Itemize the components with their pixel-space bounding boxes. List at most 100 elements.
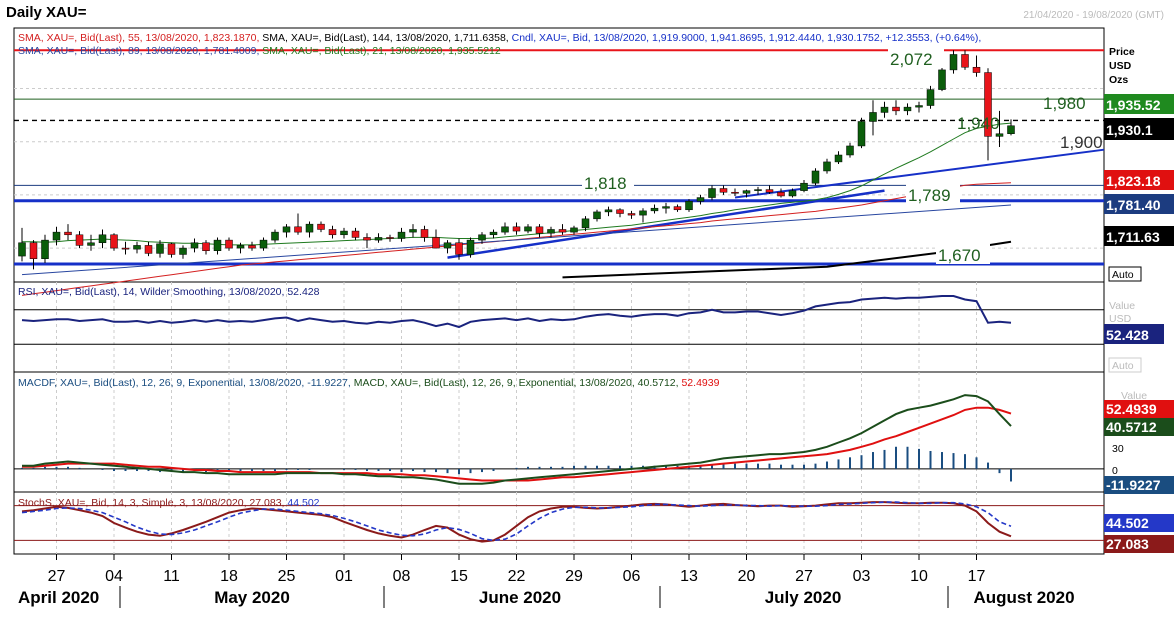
stoch-d-line (21, 501, 1012, 542)
chart-title: Daily XAU= (6, 4, 87, 21)
macd-axis-head: Value (1121, 390, 1147, 402)
candle-body (271, 231, 279, 241)
rsi-axis-head-2: USD (1109, 313, 1132, 325)
trendline-july (734, 148, 1105, 199)
candle-body (558, 229, 567, 233)
candle-body (903, 106, 912, 112)
legend-price-line2: SMA, XAU=, Bid(Last), 89, 13/08/2020, 1,… (18, 45, 501, 57)
x-tick-label: 01 (335, 568, 353, 585)
candle-body (110, 234, 118, 249)
tag-hist: -11.9227 (1106, 477, 1161, 493)
macd-tick-30: 30 (1112, 443, 1124, 455)
candle-body (800, 182, 808, 191)
x-tick-label: 11 (163, 568, 180, 585)
candle-body (397, 231, 406, 239)
stoch-k-line (21, 501, 1012, 543)
annotation-1670: 1,670 (938, 246, 981, 265)
candle-body (190, 242, 199, 249)
candle-body (834, 154, 843, 163)
candle-body (524, 226, 532, 232)
candle-body (225, 239, 233, 249)
price-axis-head-3: Ozs (1109, 74, 1128, 86)
candle-body (466, 239, 475, 255)
value-tags: 1,935.52 1,930.1 1,823.18 1,781.40 1,711… (1104, 94, 1174, 553)
candle-body (616, 209, 624, 214)
sma-line-0 (22, 122, 1012, 246)
candle-body (696, 197, 705, 202)
legend-price-line1: SMA, XAU=, Bid(Last), 55, 13/08/2020, 1,… (18, 32, 981, 44)
tag-bg-stoch-k (1104, 535, 1174, 553)
annotation-1818: 1,818 (584, 174, 627, 193)
legend-macd: MACDF, XAU=, Bid(Last), 12, 26, 9, Expon… (18, 377, 720, 389)
moving-averages (21, 122, 1012, 296)
candle-body (328, 229, 337, 236)
candle-body (731, 191, 739, 194)
candle-body (581, 218, 590, 229)
annotation-bg-2072 (888, 48, 944, 68)
candle-body (972, 66, 981, 73)
candle-body (547, 229, 555, 234)
rsi-lines (14, 295, 1104, 345)
horizontal-levels (14, 49, 1104, 266)
trendlines (447, 148, 1105, 259)
auto-button-rsi[interactable] (1108, 357, 1142, 373)
candles (18, 50, 1015, 270)
annotation-bg-1818 (582, 172, 634, 192)
month-label: April 2020 (18, 588, 99, 607)
candle-body (87, 242, 95, 246)
auto-button-price[interactable] (1108, 266, 1142, 282)
x-tick-label: 20 (738, 568, 756, 585)
tag-bg-close (1104, 118, 1174, 140)
annotation-bg-1789 (906, 184, 960, 204)
tag-bg-sma21 (1104, 94, 1174, 114)
tag-bg-sma89 (1104, 194, 1174, 214)
candle-body (742, 190, 751, 194)
candle-body (938, 69, 946, 90)
candle-body (995, 133, 1004, 137)
annotation-bg-1670 (936, 244, 990, 264)
x-tick-label: 22 (508, 568, 526, 585)
candle-body (823, 161, 831, 172)
x-tick-label: 27 (795, 568, 813, 585)
candle-body (121, 247, 130, 250)
candle-body (501, 226, 509, 233)
price-axis-head-2: USD (1109, 60, 1132, 72)
candle-body (570, 227, 578, 233)
candle-body (363, 237, 371, 241)
candle-body (857, 121, 866, 147)
candle-body (961, 54, 969, 68)
tag-sma21: 1,935.52 (1106, 97, 1161, 113)
tag-signal: 52.4939 (1106, 401, 1157, 417)
candle-body (248, 245, 256, 249)
tag-sma144: 1,711.63 (1106, 229, 1160, 245)
candle-body (386, 237, 394, 239)
candle-body (179, 247, 187, 255)
candle-body (880, 106, 889, 113)
candle-body (685, 201, 693, 211)
tag-bg-macd (1104, 418, 1174, 436)
candle-body (765, 189, 774, 193)
candle-body (167, 243, 176, 255)
candle-body (144, 245, 153, 254)
candle-body (650, 207, 659, 212)
month-label: July 2020 (765, 588, 842, 607)
tag-bg-signal (1104, 400, 1174, 418)
candle-body (41, 239, 49, 259)
month-label: May 2020 (214, 588, 290, 607)
candle-body (409, 229, 417, 233)
macd-line (22, 394, 1012, 485)
x-tick-label: 29 (565, 568, 583, 585)
candle-body (29, 242, 38, 259)
annotation-1980: 1,980 (1043, 94, 1086, 113)
candle-body (64, 231, 72, 236)
auto-label-rsi: Auto (1112, 360, 1134, 372)
candle-body (340, 230, 348, 236)
sma89-line (21, 204, 1012, 276)
candle-body (788, 190, 797, 197)
candle-body (52, 231, 61, 241)
candle-body (259, 239, 268, 249)
trendline-june (447, 189, 885, 259)
tag-stoch-d: 44.502 (1106, 515, 1149, 531)
auto-label-price: Auto (1112, 269, 1134, 281)
